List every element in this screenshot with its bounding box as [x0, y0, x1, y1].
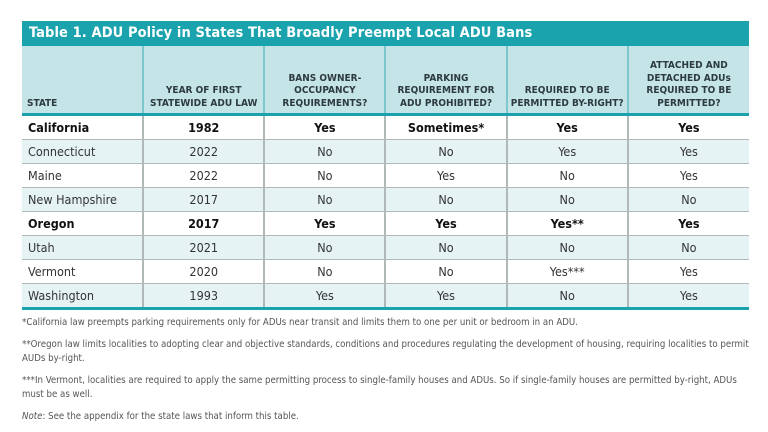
- table-header-row: STATE YEAR OF FIRST STATEWIDE ADU LAW BANS…: [22, 46, 749, 116]
- table-cell: Yes: [263, 211, 386, 236]
- table-row: Vermont 2020 No No Yes*** Yes: [22, 259, 749, 284]
- table-cell: No: [263, 163, 386, 188]
- column-header: REQUIRED TO BE PERMITTED BY-RIGHT?: [505, 46, 628, 116]
- footnote-california: *California law preempts parking require…: [22, 317, 578, 328]
- state-name-cell: Connecticut: [22, 139, 144, 164]
- table-cell: Yes: [626, 163, 749, 188]
- table-cell: No: [505, 283, 628, 310]
- state-name-cell: California: [22, 114, 144, 140]
- state-name-cell: Oregon: [22, 211, 144, 236]
- table-cell: Yes: [626, 211, 749, 236]
- table-cell: Sometimes*: [384, 114, 507, 140]
- table-cell: No: [263, 139, 386, 164]
- state-name-cell: Maine: [22, 163, 144, 188]
- table-cell: Yes: [263, 283, 386, 310]
- table-cell: No: [263, 235, 386, 260]
- table-cell: Yes: [384, 163, 507, 188]
- table-cell: 1982: [142, 114, 265, 140]
- footnote-oregon: **Oregon law limits localities to adopti…: [22, 339, 749, 364]
- column-header: PARKING REQUIREMENT FOR ADU PROHIBITED?: [384, 46, 507, 116]
- table-row: Connecticut 2022 No No Yes Yes: [22, 139, 749, 164]
- table-cell: No: [505, 187, 628, 212]
- table-cell: 2017: [142, 187, 265, 212]
- table-row: Washington 1993 Yes Yes No Yes: [22, 283, 749, 310]
- note-text: : See the appendix for the state laws th…: [42, 411, 299, 422]
- table-cell: Yes: [626, 114, 749, 140]
- table-cell: No: [384, 259, 507, 284]
- table-cell: No: [626, 187, 749, 212]
- table-note: Note: See the appendix for the state law…: [22, 410, 752, 424]
- table-cell: Yes: [263, 114, 386, 140]
- table-cell: Yes: [505, 139, 628, 164]
- table-cell: 2017: [142, 211, 265, 236]
- column-header: YEAR OF FIRST STATEWIDE ADU LAW: [142, 46, 265, 116]
- table-cell: Yes: [505, 114, 628, 140]
- table-row: Maine 2022 No Yes No Yes: [22, 163, 749, 188]
- table-cell: No: [263, 187, 386, 212]
- footnotes: *California law preempts parking require…: [22, 316, 752, 432]
- table-cell: Yes***: [505, 259, 628, 284]
- column-header: ATTACHED AND DETACHED ADUs REQUIRED TO B…: [626, 46, 749, 116]
- table-cell: No: [384, 139, 507, 164]
- state-name-cell: New Hampshire: [22, 187, 144, 212]
- table-cell: Yes: [384, 211, 507, 236]
- note-label: Note: [22, 411, 43, 422]
- table-cell: Yes: [626, 283, 749, 310]
- table-cell: No: [626, 235, 749, 260]
- table-cell: No: [263, 259, 386, 284]
- table-cell: 2020: [142, 259, 265, 284]
- table-row: New Hampshire 2017 No No No No: [22, 187, 749, 212]
- table-cell: Yes: [384, 283, 507, 310]
- table-cell: Yes**: [505, 211, 628, 236]
- state-name-cell: Utah: [22, 235, 144, 260]
- table-cell: 2022: [142, 163, 265, 188]
- table-cell: No: [505, 163, 628, 188]
- table-cell: Yes: [626, 259, 749, 284]
- table-title: Table 1. ADU Policy in States That Broad…: [22, 21, 749, 46]
- column-header: STATE: [22, 46, 144, 116]
- table-cell: No: [384, 187, 507, 212]
- table-cell: No: [505, 235, 628, 260]
- state-name-cell: Washington: [22, 283, 144, 310]
- adu-policy-table: STATE YEAR OF FIRST STATEWIDE ADU LAW BANS…: [22, 46, 749, 310]
- footnote-vermont: ***In Vermont, localities are required t…: [22, 375, 737, 400]
- table-cell: 1993: [142, 283, 265, 310]
- table-row: Oregon 2017 Yes Yes Yes** Yes: [22, 211, 749, 236]
- table-cell: 2021: [142, 235, 265, 260]
- adu-policy-table-figure: Table 1. ADU Policy in States That Broad…: [22, 21, 749, 310]
- table-cell: No: [384, 235, 507, 260]
- table-row: Utah 2021 No No No No: [22, 235, 749, 260]
- column-header: BANS OWNER-OCCUPANCY REQUIREMENTS?: [263, 46, 386, 116]
- table-cell: Yes: [626, 139, 749, 164]
- table-row: California 1982 Yes Sometimes* Yes Yes: [22, 114, 749, 140]
- state-name-cell: Vermont: [22, 259, 144, 284]
- table-cell: 2022: [142, 139, 265, 164]
